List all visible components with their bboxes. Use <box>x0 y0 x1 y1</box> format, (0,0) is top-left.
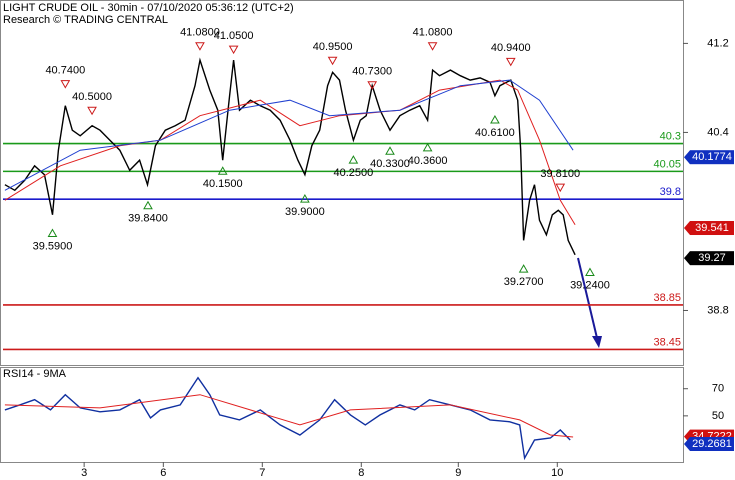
low-marker <box>300 194 310 203</box>
price-tag-pointer <box>684 221 690 236</box>
high-marker <box>427 42 438 51</box>
level-label: 39.8 <box>660 186 681 198</box>
level-label: 38.45 <box>653 336 681 348</box>
price-tag <box>690 436 734 451</box>
price-tag-pointer <box>684 251 690 266</box>
price-tag-label: 39.541 <box>695 222 729 234</box>
x-tick-label: 9 <box>455 467 461 479</box>
y-tick-label: 70 <box>712 383 724 395</box>
annotation-label: 40.6100 <box>475 127 515 139</box>
x-tick-label: 10 <box>551 467 563 479</box>
high-marker <box>87 106 97 116</box>
annotation-label: 41.0800 <box>413 27 453 39</box>
annotation-label: 40.2500 <box>333 167 373 179</box>
low-marker <box>47 228 58 238</box>
price-panel <box>0 0 684 366</box>
x-tick-label: 3 <box>81 467 87 479</box>
rsi-panel <box>0 367 684 463</box>
low-marker <box>422 142 433 152</box>
low-marker <box>143 200 153 210</box>
low-marker <box>385 146 395 155</box>
x-tick-label: 8 <box>358 467 364 479</box>
chart-subtitle: Research © TRADING CENTRAL <box>3 14 168 26</box>
price-tag-pointer <box>684 150 690 165</box>
high-marker <box>195 42 205 51</box>
price-tag <box>690 221 734 236</box>
rsi-title: RSI14 - 9MA <box>3 368 67 380</box>
high-marker <box>367 81 378 90</box>
annotation-label: 40.5000 <box>72 91 112 103</box>
chart-title: LIGHT CRUDE OIL - 30min - 07/10/2020 05:… <box>3 2 294 14</box>
annotation-label: 41.0800 <box>180 27 220 39</box>
price-line <box>4 394 574 438</box>
annotation-label: 39.9000 <box>285 206 325 218</box>
annotation-label: 40.3600 <box>408 155 448 167</box>
annotation-label: 40.9400 <box>491 42 531 54</box>
low-marker <box>348 155 359 164</box>
price-tag <box>690 150 734 165</box>
annotation-label: 40.7400 <box>45 64 85 76</box>
annotation-label: 39.8400 <box>128 213 168 225</box>
forecast-arrow <box>577 257 598 339</box>
level-label: 38.85 <box>653 292 681 304</box>
y-tick-label: 50 <box>712 410 724 422</box>
price-tag-label: 29.2681 <box>692 438 732 450</box>
y-tick-label: 40.4 <box>707 126 728 138</box>
level-label: 40.05 <box>653 158 681 170</box>
price-line <box>4 376 571 461</box>
high-marker <box>60 80 71 89</box>
annotation-label: 41.0500 <box>214 30 254 42</box>
low-marker <box>490 115 500 124</box>
price-line <box>4 79 574 191</box>
annotation-label: 39.2700 <box>504 276 544 288</box>
high-marker <box>555 183 566 193</box>
y-tick-label: 41.2 <box>707 37 728 49</box>
price-tag <box>690 251 734 266</box>
low-marker <box>518 264 529 273</box>
x-tick-label: 7 <box>259 467 265 479</box>
price-tag-label: 39.27 <box>698 252 726 264</box>
annotation-label: 40.3300 <box>370 158 410 170</box>
price-tag-label: 40.1774 <box>692 151 732 163</box>
low-marker <box>217 166 228 175</box>
annotation-label: 39.8100 <box>540 168 580 180</box>
y-tick-label: 38.8 <box>707 304 728 316</box>
annotation-label: 40.1500 <box>203 178 243 190</box>
forecast-arrowhead <box>592 336 602 348</box>
level-label: 40.3 <box>660 130 681 142</box>
high-marker <box>505 57 516 67</box>
annotation-label: 39.5900 <box>33 240 73 252</box>
high-marker <box>327 56 338 66</box>
low-marker <box>585 267 595 277</box>
annotation-label: 40.9500 <box>313 41 353 53</box>
price-tag-pointer <box>684 436 690 451</box>
annotation-label: 40.7300 <box>352 66 392 78</box>
price-line <box>4 57 576 256</box>
annotation-label: 39.2400 <box>570 279 610 291</box>
high-marker <box>228 45 239 55</box>
x-tick-label: 6 <box>160 467 166 479</box>
